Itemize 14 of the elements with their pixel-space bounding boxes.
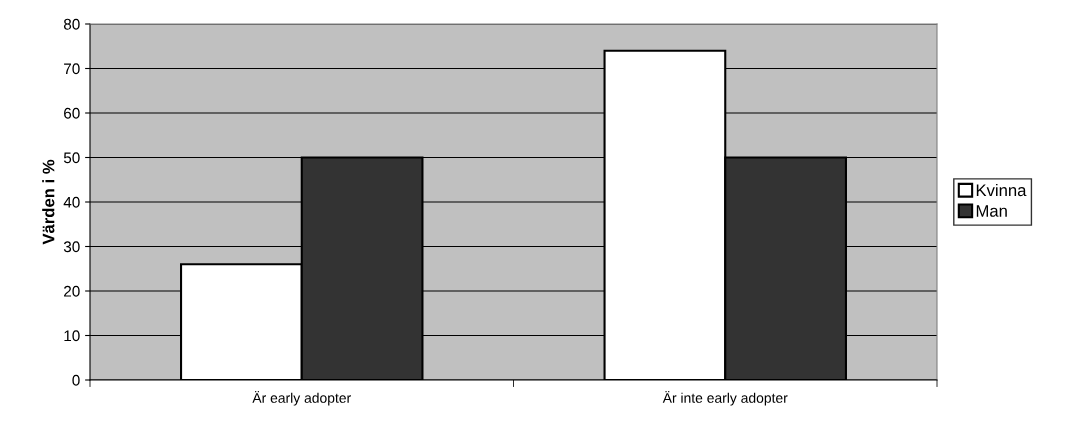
y-tick-label: 30 xyxy=(63,241,80,253)
y-tick-label: 10 xyxy=(64,330,80,342)
legend-label: Man xyxy=(976,205,1007,217)
x-tick-label: Är inte early adopter xyxy=(662,391,788,406)
y-tick-label: 80 xyxy=(63,18,80,30)
y-tick-label: 0 xyxy=(72,374,80,386)
y-axis-title: Värden i % xyxy=(42,159,55,245)
x-tick-label: Är early adopter xyxy=(252,391,351,406)
y-tick-label: 70 xyxy=(64,63,80,75)
y-tick-label: 60 xyxy=(64,107,80,119)
y-tick-label: 20 xyxy=(64,285,80,297)
y-tick-label: 40 xyxy=(63,196,80,208)
y-tick-label: 50 xyxy=(63,152,80,164)
legend-label: Kvinna xyxy=(976,183,1027,197)
